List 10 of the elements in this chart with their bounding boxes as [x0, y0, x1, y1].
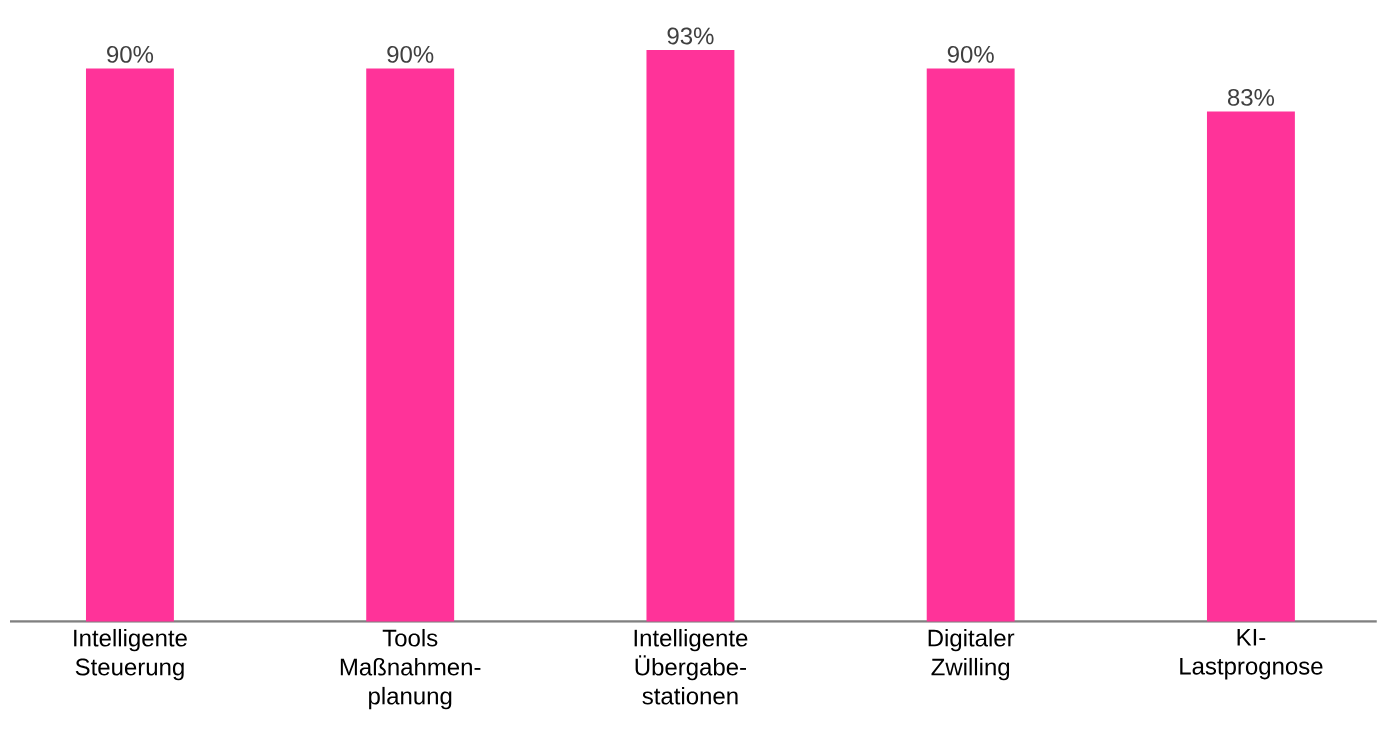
data-label: 90% [947, 45, 994, 63]
data-label: 83% [1227, 88, 1275, 106]
x-tick-label: Intelligente Übergabe-stationen [634, 628, 748, 705]
x-tick-label: Tools Maßnahmen-planung [340, 628, 481, 710]
data-label: 93% [667, 27, 714, 45]
x-tick-label: Intelligente Steuerung [74, 628, 187, 681]
x-tick-label: Digitaler Zwilling [928, 628, 1015, 681]
data-label: 90% [107, 45, 154, 63]
data-label: 90% [387, 45, 434, 63]
x-tick-label: KI-Lastprognose [1180, 628, 1323, 680]
